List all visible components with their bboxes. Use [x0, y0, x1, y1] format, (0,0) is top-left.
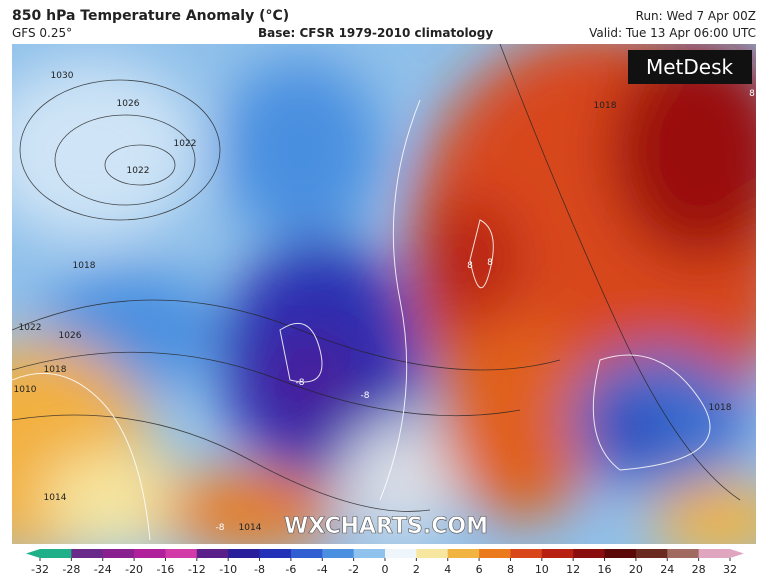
- contour-label: 1026: [117, 99, 140, 109]
- contour-label: 1010: [14, 385, 37, 395]
- colorbar-segment: [322, 549, 355, 558]
- colorbar-label: 28: [692, 563, 706, 576]
- title: 850 hPa Temperature Anomaly (°C): [12, 8, 290, 24]
- colorbar-segment: [40, 549, 72, 558]
- colorbar-segment: [667, 549, 700, 558]
- logo-box: [628, 50, 752, 84]
- contour-label: 1022: [19, 323, 42, 333]
- colorbar-segment: [416, 549, 449, 558]
- colorbar-label: -10: [219, 563, 237, 576]
- colorbar-label: 10: [535, 563, 549, 576]
- colorbar-label: 24: [660, 563, 674, 576]
- colorbar-label: -6: [285, 563, 296, 576]
- colorbar-label: 20: [629, 563, 643, 576]
- contour-label: -8: [296, 378, 305, 388]
- colorbar-label: 8: [507, 563, 514, 576]
- colorbar-segment: [134, 549, 166, 558]
- logo: MetDesk: [646, 55, 734, 79]
- anomaly-field: [12, 44, 756, 544]
- colorbar-segment: [228, 549, 261, 558]
- contour-label: 1018: [709, 403, 732, 413]
- colorbar-segment: [290, 549, 323, 558]
- colorbar-label: -4: [317, 563, 328, 576]
- run: Run: Wed 7 Apr 00Z: [635, 9, 756, 23]
- colorbar-label: 0: [382, 563, 389, 576]
- valid: Valid: Tue 13 Apr 06:00 UTC: [589, 26, 756, 40]
- colorbar-segment: [196, 549, 229, 558]
- colorbar-segment: [604, 549, 637, 558]
- contour-label: -8: [216, 523, 225, 533]
- contour-label: 1022: [127, 166, 150, 176]
- colorbar-arrow: [730, 549, 744, 558]
- colorbar-label: -24: [94, 563, 112, 576]
- colorbar-segment: [353, 549, 386, 558]
- contour-label: 1030: [51, 71, 74, 81]
- colorbar-label: 16: [598, 563, 612, 576]
- colorbar-label: 4: [444, 563, 451, 576]
- colorbar-label: -8: [254, 563, 265, 576]
- colorbar-label: -12: [188, 563, 206, 576]
- colorbar-label: 6: [476, 563, 483, 576]
- contour-label: 1018: [73, 261, 96, 271]
- colorbar-label: 2: [413, 563, 420, 576]
- model: GFS 0.25°: [12, 26, 73, 40]
- colorbar-segment: [573, 549, 606, 558]
- contour-label: 8: [487, 258, 493, 268]
- colorbar-segment: [447, 549, 480, 558]
- contour-label: 1014: [44, 493, 67, 503]
- contour-label: 1018: [44, 365, 67, 375]
- colorbar-label: -28: [62, 563, 80, 576]
- colorbar-segment: [71, 549, 104, 558]
- colorbar-label: 12: [566, 563, 580, 576]
- colorbar-segment: [385, 549, 417, 558]
- contour-label: 1014: [239, 523, 262, 533]
- colorbar-segment: [510, 549, 543, 558]
- colorbar-segment: [165, 549, 198, 558]
- colorbar-label: -2: [348, 563, 359, 576]
- colorbar-segment: [259, 549, 292, 558]
- colorbar-segment: [479, 549, 511, 558]
- contour-label: 1018: [594, 101, 617, 111]
- colorbar-label: -32: [31, 563, 49, 576]
- contour-label: 8: [467, 261, 473, 271]
- watermark: WXCHARTS.COM: [284, 514, 488, 539]
- contour-label: 1022: [174, 139, 197, 149]
- colorbar-segment: [635, 549, 668, 558]
- colorbar-segment: [541, 549, 574, 558]
- contour-label: -8: [361, 391, 370, 401]
- contour-label: 1026: [59, 331, 82, 341]
- colorbar-segment: [698, 549, 731, 558]
- colorbar-segment: [102, 549, 135, 558]
- contour-label: 8: [749, 89, 755, 99]
- colorbar-label: 32: [723, 563, 737, 576]
- colorbar-label: -20: [125, 563, 143, 576]
- colorbar-arrow: [26, 549, 40, 558]
- colorbar-label: -16: [156, 563, 174, 576]
- base: Base: CFSR 1979-2010 climatology: [258, 26, 494, 40]
